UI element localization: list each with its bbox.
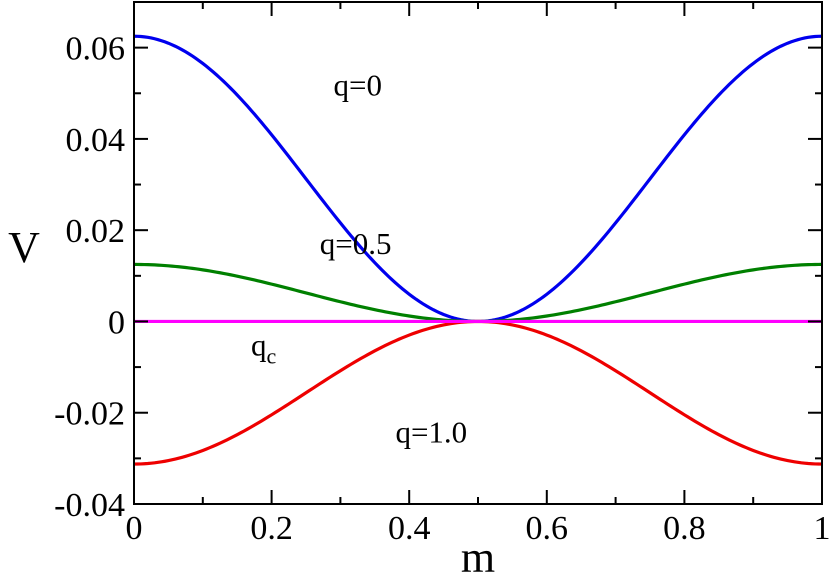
- curve-group: [133, 34, 823, 466]
- y-tick-label: 0.06: [66, 31, 126, 68]
- tick-labels: 0 0.2 0.4 0.6 0.8 1 -0.04 -0.02 0 0.02 0.04 0.06: [54, 31, 830, 547]
- axis-ticks: [133, 1, 823, 505]
- curve-label: q=0: [334, 68, 382, 103]
- y-tick-label: 0: [108, 304, 125, 341]
- y-tick-label: -0.04: [54, 487, 125, 524]
- series-line-q-1-0: [133, 319, 823, 466]
- x-tick-label: 0.4: [388, 510, 431, 547]
- plot-frame: [133, 1, 823, 505]
- x-axis-title: m: [461, 533, 495, 575]
- x-tick-label: 0.6: [526, 510, 569, 547]
- series-line-q-0-5: [133, 262, 823, 324]
- y-tick-label: 0.04: [66, 122, 126, 159]
- x-tick-label: 1: [814, 510, 830, 547]
- y-axis-title: V: [8, 223, 40, 272]
- x-tick-label: 0.8: [663, 510, 706, 547]
- series-line-q-0: [133, 34, 823, 324]
- curve-label: q=0.5: [320, 226, 392, 261]
- x-tick-label: 0: [126, 510, 143, 547]
- y-tick-label: -0.02: [54, 396, 125, 433]
- curve-label: qc: [251, 328, 277, 369]
- y-tick-label: 0.02: [66, 213, 126, 250]
- x-tick-label: 0.2: [250, 510, 293, 547]
- curve-label: q=1.0: [395, 414, 467, 449]
- curve-annotations: q=0 q=0.5 qc q=1.0: [251, 68, 467, 450]
